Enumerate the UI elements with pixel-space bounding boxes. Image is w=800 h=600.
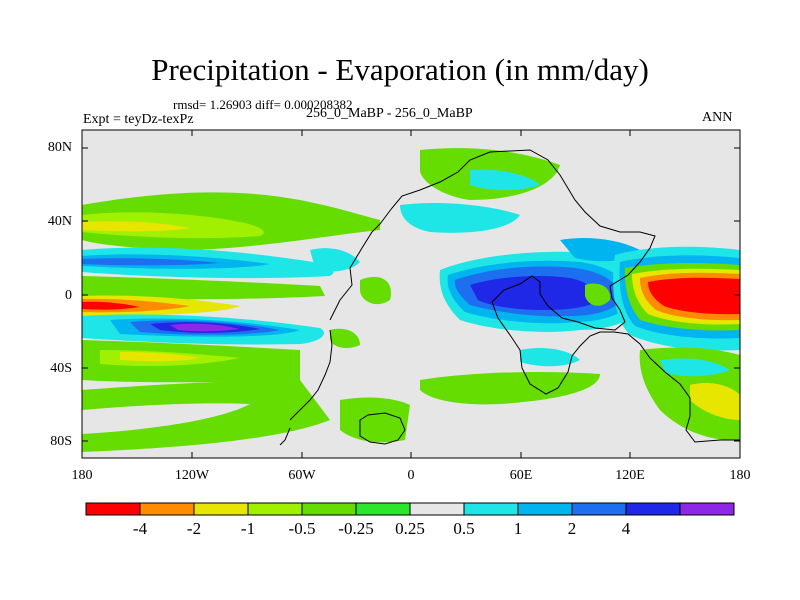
colorbar-label: 2 xyxy=(567,519,577,538)
colorbar-box xyxy=(355,502,411,516)
colorbar xyxy=(85,502,735,516)
colorbar-label: -1 xyxy=(240,519,256,538)
colorbar-label: -0.5 xyxy=(288,519,316,538)
filled-contours xyxy=(82,148,740,452)
season-label: ANN xyxy=(702,110,733,125)
stats-label: rmsd= 1.26903 diff= 0.000208382 xyxy=(173,97,353,112)
colorbar-box xyxy=(409,502,465,516)
colorbar-box xyxy=(679,502,735,516)
x-tick-label: 180 xyxy=(729,468,751,483)
colorbar-box xyxy=(85,502,141,516)
colorbar-box xyxy=(247,502,303,516)
y-tick-label: 80N xyxy=(47,140,72,155)
y-tick-label: 0 xyxy=(65,288,72,303)
colorbar-box xyxy=(625,502,681,516)
x-tick-label: 180 xyxy=(71,468,93,483)
colorbar-label: 1 xyxy=(513,519,523,538)
x-tick-label: 0 xyxy=(407,468,415,483)
continent-outlines xyxy=(279,149,740,446)
colorbar-label: 0.25 xyxy=(395,519,425,538)
colorbar-label: 0.5 xyxy=(453,519,475,538)
x-tick-label: 60W xyxy=(288,468,316,483)
colorbar-label: -2 xyxy=(186,519,202,538)
x-tick-label: 120E xyxy=(615,468,645,483)
colorbar-box xyxy=(301,502,357,516)
colorbar-box xyxy=(193,502,249,516)
colorbar-box xyxy=(517,502,573,516)
colorbar-box xyxy=(139,502,195,516)
x-tick-label: 60E xyxy=(509,468,533,483)
y-tick-label: 80S xyxy=(50,434,72,449)
colorbar-label: -4 xyxy=(132,519,148,538)
y-tick-label: 40N xyxy=(47,214,72,229)
case-label: 256_0_MaBP - 256_0_MaBP xyxy=(306,106,473,121)
y-tick-label: 40S xyxy=(50,361,72,376)
experiment-label: Expt = teyDz-texPz xyxy=(83,112,194,127)
colorbar-box xyxy=(463,502,519,516)
colorbar-label: 4 xyxy=(621,519,631,538)
x-tick-label: 120W xyxy=(174,468,210,483)
plot-title: Precipitation - Evaporation (in mm/day) xyxy=(151,52,649,87)
axis-ticks xyxy=(81,130,741,458)
colorbar-label: -0.25 xyxy=(338,519,374,538)
colorbar-box xyxy=(571,502,627,516)
